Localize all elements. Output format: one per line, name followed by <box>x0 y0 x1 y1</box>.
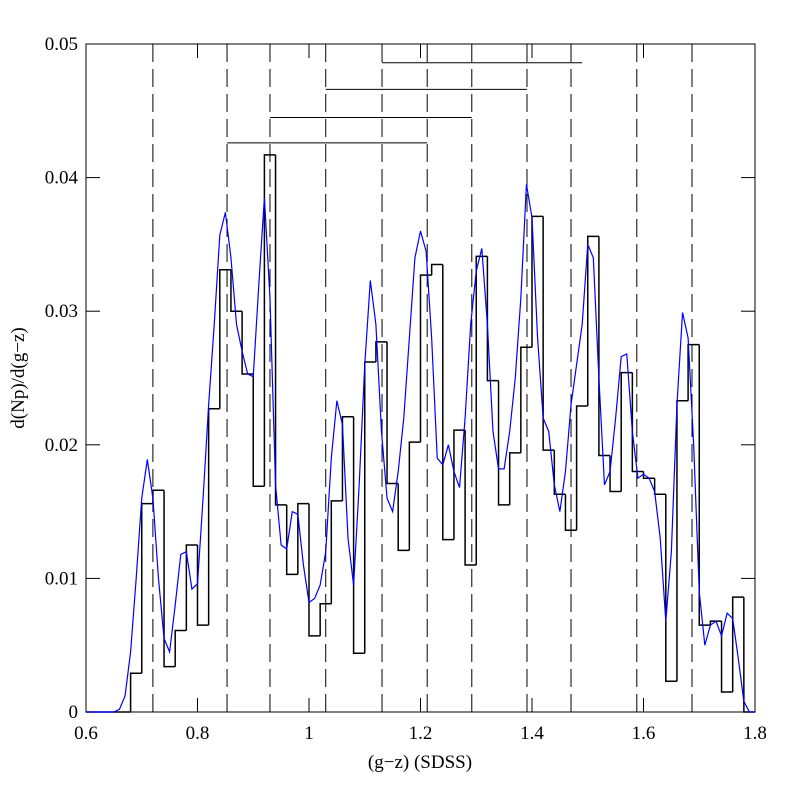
x-tick-label: 1.2 <box>409 723 433 744</box>
histogram-bin <box>475 255 488 566</box>
histogram-bin <box>575 405 588 531</box>
histogram-bin <box>341 415 354 501</box>
histogram-bin <box>620 371 633 492</box>
histogram-bin <box>587 235 599 407</box>
y-tick-label: 0 <box>69 702 79 723</box>
histogram-bin <box>375 341 388 362</box>
histogram-bin <box>241 311 254 375</box>
histogram-bin <box>163 490 176 668</box>
histogram-bin <box>486 256 499 382</box>
histogram-bin <box>308 503 321 637</box>
x-tick-label: 0.8 <box>186 723 210 744</box>
histogram-bin <box>442 264 454 541</box>
histogram-bin <box>419 274 432 443</box>
x-tick-label: 1.4 <box>520 723 544 744</box>
histogram-bin <box>731 596 744 692</box>
histogram-bin <box>196 545 209 626</box>
histogram-bin <box>185 544 198 631</box>
x-tick-label: 1.8 <box>743 723 767 744</box>
y-axis-label: d(Np)/d(g−z) <box>8 327 29 428</box>
histogram-bin <box>631 372 644 473</box>
histogram-bin <box>141 502 153 674</box>
histogram-bin <box>408 441 421 551</box>
histogram-bin <box>352 416 365 654</box>
histogram-bin <box>252 373 265 487</box>
histogram-bin <box>508 452 521 505</box>
histogram-bin <box>564 494 577 532</box>
histogram-bin <box>152 489 165 504</box>
histogram-bin <box>219 269 231 409</box>
histogram-bin <box>665 494 677 683</box>
y-tick-label: 0.04 <box>45 168 79 189</box>
histogram-bin <box>709 620 722 626</box>
histogram-bin <box>397 483 410 552</box>
histogram-bin <box>207 407 220 626</box>
histogram-bin <box>274 154 287 506</box>
histogram-bin <box>364 361 376 654</box>
histogram-bin <box>174 629 187 667</box>
x-tick-label: 1.6 <box>632 723 656 744</box>
histogram-bin <box>464 430 477 566</box>
histogram-bin <box>520 346 532 453</box>
x-tick-label: 1 <box>304 723 314 744</box>
histogram-bin <box>430 263 443 276</box>
y-tick-label: 0.03 <box>45 301 78 322</box>
histogram-bin <box>263 154 276 487</box>
histogram-bin <box>497 380 510 506</box>
histogram-bin <box>453 429 466 540</box>
x-tick-label: 0.6 <box>74 723 98 744</box>
histogram-bin <box>676 399 689 682</box>
y-tick-label: 0.02 <box>45 435 78 456</box>
histogram-bin <box>330 500 343 604</box>
histogram-bin <box>129 672 142 712</box>
y-tick-label: 0.05 <box>45 34 78 55</box>
histogram-bin <box>653 478 666 495</box>
histogram-bin <box>720 621 733 693</box>
histogram-bin <box>743 597 755 713</box>
histogram-bin <box>319 603 332 636</box>
x-axis-label: (g−z) (SDSS) <box>368 752 472 773</box>
histogram-bin <box>297 502 309 575</box>
histogram-bin <box>598 236 611 457</box>
histogram-bin <box>230 269 243 312</box>
histogram-bin <box>542 216 555 451</box>
density-line <box>86 184 755 713</box>
histogram-bin <box>285 504 298 576</box>
y-tick-label: 0.01 <box>45 568 78 589</box>
histogram-bin <box>698 344 711 626</box>
histogram-bin <box>386 341 399 485</box>
